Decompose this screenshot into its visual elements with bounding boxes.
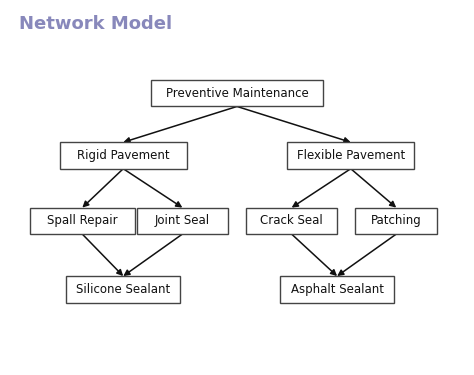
FancyBboxPatch shape [356, 208, 437, 234]
FancyBboxPatch shape [151, 80, 323, 106]
Text: Spall Repair: Spall Repair [47, 214, 118, 227]
FancyBboxPatch shape [66, 276, 180, 303]
Text: Patching: Patching [371, 214, 422, 227]
FancyBboxPatch shape [280, 276, 394, 303]
Text: Crack Seal: Crack Seal [260, 214, 323, 227]
Text: Joint Seal: Joint Seal [155, 214, 210, 227]
FancyBboxPatch shape [246, 208, 337, 234]
Text: Rigid Pavement: Rigid Pavement [77, 149, 170, 162]
FancyBboxPatch shape [30, 208, 135, 234]
FancyBboxPatch shape [287, 142, 414, 169]
Text: Asphalt Sealant: Asphalt Sealant [291, 283, 383, 296]
Text: Network Model: Network Model [19, 15, 172, 33]
Text: Flexible Pavement: Flexible Pavement [297, 149, 405, 162]
Text: Preventive Maintenance: Preventive Maintenance [165, 87, 309, 100]
FancyBboxPatch shape [60, 142, 187, 169]
Text: Silicone Sealant: Silicone Sealant [76, 283, 170, 296]
FancyBboxPatch shape [137, 208, 228, 234]
